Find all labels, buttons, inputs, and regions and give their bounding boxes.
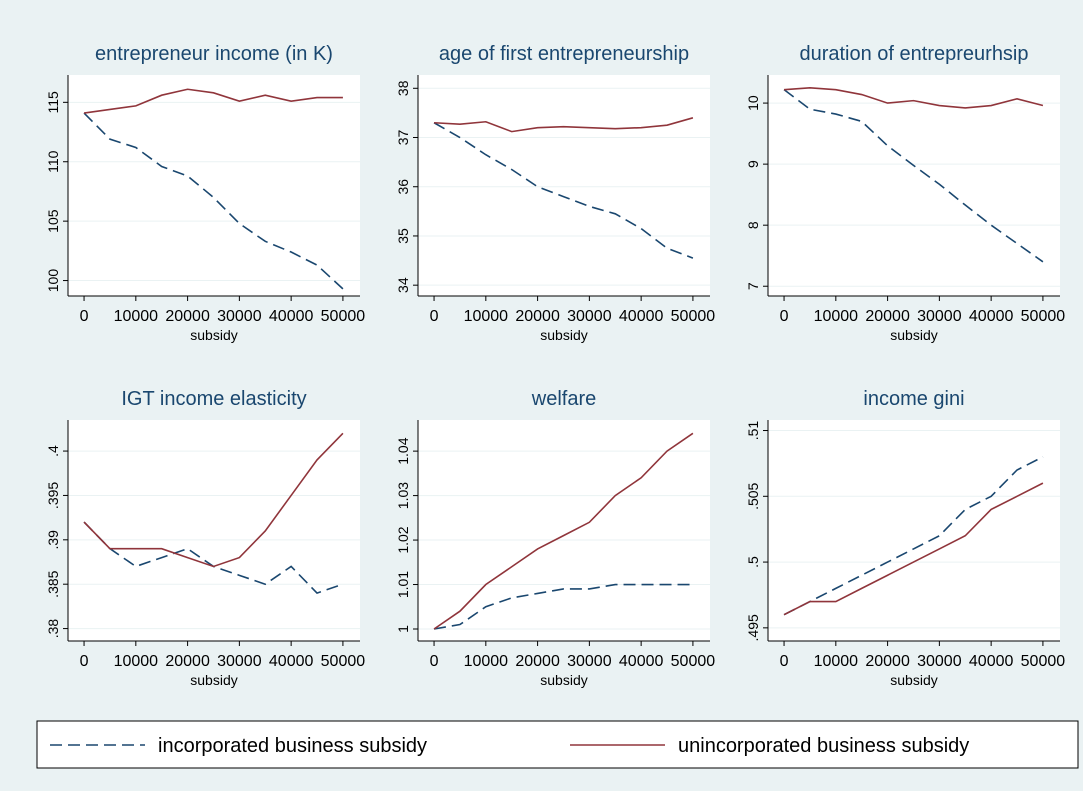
y-tick-label: 110 xyxy=(45,150,61,173)
legend-label: unincorporated business subsidy xyxy=(678,735,969,757)
x-tick-label: 50000 xyxy=(321,308,366,325)
series-line xyxy=(783,482,1044,616)
x-tick-label: 10000 xyxy=(464,308,509,325)
legend-box xyxy=(36,720,1079,769)
series-line xyxy=(783,87,1044,109)
y-tick-label: 36 xyxy=(395,179,411,195)
y-tick-label: 37 xyxy=(395,130,411,146)
plot-area xyxy=(418,420,710,641)
y-tick-label: 38 xyxy=(395,80,411,96)
x-axis-label: subsidy xyxy=(190,672,237,688)
x-tick-label: 30000 xyxy=(567,653,612,670)
x-tick-label: 20000 xyxy=(165,308,210,325)
x-tick-label: 50000 xyxy=(671,653,716,670)
y-tick-label: .385 xyxy=(45,570,61,597)
x-tick-label: 0 xyxy=(430,308,439,325)
plot-area xyxy=(768,420,1060,641)
series-line xyxy=(83,88,343,114)
y-tick-label: 8 xyxy=(745,221,761,229)
chart-title: IGT income elasticity xyxy=(121,388,306,410)
x-tick-label: 0 xyxy=(780,308,789,325)
series-line xyxy=(434,117,694,133)
plot-area xyxy=(768,75,1060,296)
y-tick-label: 1.02 xyxy=(395,526,411,553)
series-line xyxy=(433,583,693,630)
x-tick-label: 30000 xyxy=(917,308,962,325)
x-axis-label: subsidy xyxy=(540,327,587,343)
x-tick-label: 0 xyxy=(780,653,789,670)
x-axis-label: subsidy xyxy=(540,672,587,688)
x-tick-label: 20000 xyxy=(515,653,560,670)
y-tick-label: .4 xyxy=(45,445,61,457)
series-line xyxy=(783,456,1044,616)
y-tick-label: 35 xyxy=(395,228,411,244)
chart-title: entrepreneur income (in K) xyxy=(95,43,333,65)
chart-title: income gini xyxy=(863,388,964,410)
chart-title: welfare xyxy=(531,388,596,410)
x-tick-label: 40000 xyxy=(969,653,1014,670)
x-tick-label: 10000 xyxy=(464,653,509,670)
series-line xyxy=(783,89,1044,263)
x-tick-label: 0 xyxy=(430,653,439,670)
x-tick-label: 50000 xyxy=(671,308,716,325)
y-tick-label: .5 xyxy=(745,556,761,568)
x-tick-label: 40000 xyxy=(269,653,314,670)
plot-area xyxy=(418,75,710,296)
x-tick-label: 20000 xyxy=(515,308,560,325)
y-tick-label: 105 xyxy=(45,209,61,233)
x-tick-label: 20000 xyxy=(865,653,910,670)
x-tick-label: 20000 xyxy=(165,653,210,670)
x-tick-label: 50000 xyxy=(321,653,366,670)
x-tick-label: 30000 xyxy=(217,308,262,325)
x-tick-label: 40000 xyxy=(619,653,664,670)
x-tick-label: 50000 xyxy=(1021,308,1066,325)
y-tick-label: 1.01 xyxy=(395,571,411,598)
y-tick-label: 115 xyxy=(45,91,61,114)
x-tick-label: 40000 xyxy=(969,308,1014,325)
y-tick-label: 1 xyxy=(395,625,411,633)
y-tick-label: .39 xyxy=(45,530,61,550)
y-tick-label: .38 xyxy=(45,619,61,639)
y-tick-label: 10 xyxy=(745,95,761,111)
y-tick-label: 7 xyxy=(745,282,761,290)
legend-label: incorporated business subsidy xyxy=(158,735,427,757)
x-tick-label: 30000 xyxy=(917,653,962,670)
chart-title: duration of entrepreurhsip xyxy=(799,43,1028,65)
x-tick-label: 10000 xyxy=(114,653,159,670)
x-tick-label: 10000 xyxy=(814,653,859,670)
plot-area xyxy=(68,420,360,641)
series-line xyxy=(83,432,344,568)
y-tick-label: .495 xyxy=(745,614,761,641)
x-tick-label: 40000 xyxy=(269,308,314,325)
series-line xyxy=(433,122,694,259)
series-line xyxy=(83,112,344,290)
y-tick-label: 1.03 xyxy=(395,482,411,509)
x-tick-label: 0 xyxy=(80,653,89,670)
plot-area xyxy=(68,75,360,296)
y-tick-label: 9 xyxy=(745,160,761,168)
x-tick-label: 30000 xyxy=(217,653,262,670)
x-tick-label: 50000 xyxy=(1021,653,1066,670)
x-axis-label: subsidy xyxy=(890,327,937,343)
y-tick-label: .505 xyxy=(745,482,761,509)
y-tick-label: .51 xyxy=(745,421,761,441)
y-tick-label: 34 xyxy=(395,277,411,293)
x-tick-label: 10000 xyxy=(814,308,859,325)
x-tick-label: 30000 xyxy=(567,308,612,325)
y-tick-label: 1.04 xyxy=(395,437,411,464)
x-tick-label: 40000 xyxy=(619,308,664,325)
x-tick-label: 0 xyxy=(80,308,89,325)
y-tick-label: 100 xyxy=(45,269,61,293)
x-tick-label: 20000 xyxy=(865,308,910,325)
x-axis-label: subsidy xyxy=(890,672,937,688)
series-line xyxy=(433,432,694,630)
chart-title: age of first entrepreneurship xyxy=(439,43,689,65)
y-tick-label: .395 xyxy=(45,482,61,509)
x-tick-label: 10000 xyxy=(114,308,159,325)
x-axis-label: subsidy xyxy=(190,327,237,343)
